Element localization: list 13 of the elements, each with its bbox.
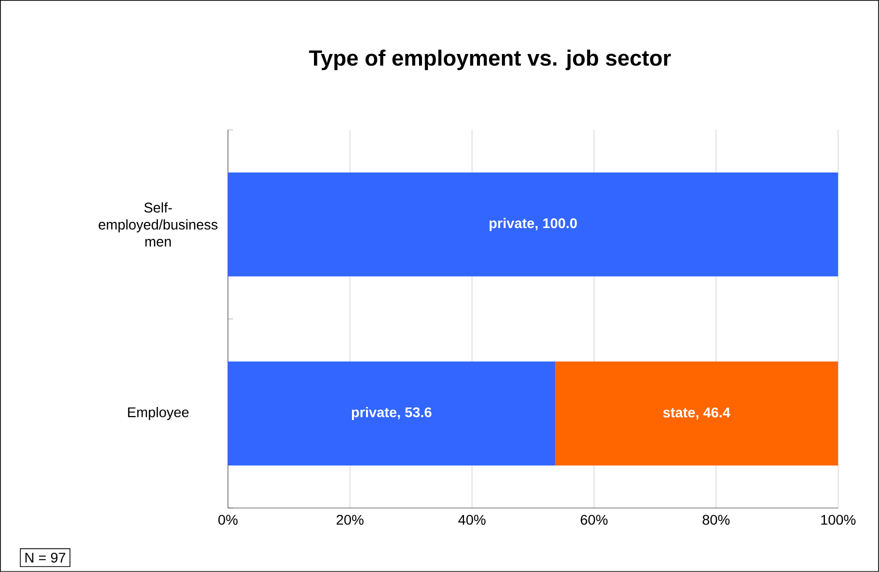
x-tick-label: 40% xyxy=(458,514,486,525)
text: N = 97 xyxy=(25,552,66,563)
data-label: private, 53.6 xyxy=(352,406,432,420)
data-label: state, 46.4 xyxy=(663,408,730,420)
x-tick-label: 0% xyxy=(218,514,238,525)
y-tick-label: Self-employed/business men xyxy=(98,202,218,247)
x-tick-label: 100% xyxy=(821,514,856,525)
chart-title: Type of employment vs. job sector xyxy=(309,50,671,70)
y-tick-label: Employee xyxy=(128,406,189,420)
x-tick-label: 80% xyxy=(702,514,730,525)
x-tick-label: 60% xyxy=(580,514,608,525)
x-tick-label: 20% xyxy=(336,514,364,525)
data-label: private, 100.0 xyxy=(490,218,577,231)
